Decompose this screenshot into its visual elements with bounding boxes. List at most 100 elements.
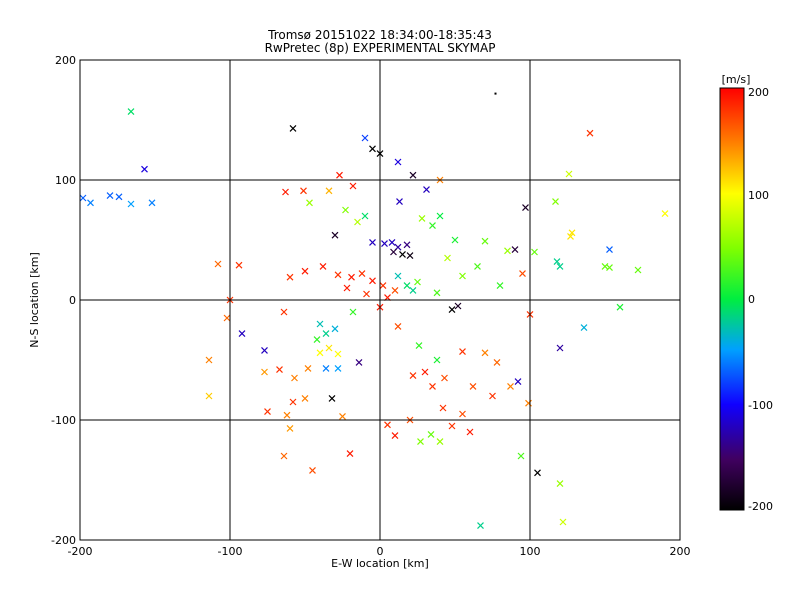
data-point-x <box>429 222 436 230</box>
data-point-x <box>322 330 330 338</box>
data-point-x <box>301 267 309 275</box>
data-point-x <box>289 124 297 132</box>
data-point-x <box>141 165 148 173</box>
data-point-x <box>316 349 324 357</box>
data-point-x <box>489 392 496 400</box>
y-tick-label: -200 <box>51 534 76 547</box>
data-point-x <box>556 344 564 352</box>
data-point-x <box>325 344 333 352</box>
data-point-x <box>580 324 588 332</box>
data-point-x <box>331 231 339 239</box>
data-point-x <box>399 250 406 258</box>
data-point-x <box>517 452 525 460</box>
data-point-x <box>334 364 342 372</box>
data-point-x <box>205 356 213 364</box>
data-point-x <box>319 262 327 270</box>
data-point-dot <box>494 92 497 95</box>
data-point-x <box>556 480 564 488</box>
colorbar-tick-label: 100 <box>748 189 769 202</box>
data-point-x <box>354 218 361 226</box>
data-point-x <box>286 273 294 281</box>
colorbar-ticks: 200 100 0 -100 -200 <box>748 86 773 513</box>
data-point-x <box>448 306 456 314</box>
data-point-x <box>454 302 462 310</box>
data-point-x <box>358 270 366 278</box>
data-point-x <box>606 264 613 272</box>
data-point-x <box>361 134 369 142</box>
data-point-x <box>559 518 567 526</box>
colorbar-tick-label: 0 <box>748 293 755 306</box>
data-point-x <box>522 204 529 212</box>
data-point-x <box>106 192 114 200</box>
data-point-x <box>394 158 402 166</box>
data-point-x <box>433 356 441 364</box>
data-point-x <box>466 428 474 436</box>
x-tick-label: 100 <box>520 545 541 558</box>
data-point-x <box>418 214 426 222</box>
data-point-x <box>391 286 399 294</box>
data-point-x <box>394 322 402 330</box>
data-point-x <box>556 262 564 270</box>
data-point-x <box>390 248 397 256</box>
plot-frame <box>79 59 681 541</box>
data-point-x <box>441 374 448 382</box>
data-point-x <box>421 368 429 376</box>
data-point-x <box>304 364 312 372</box>
data-point-x <box>493 358 501 366</box>
data-point-x <box>349 308 357 316</box>
data-point-x <box>286 424 294 432</box>
data-point-x <box>448 422 456 430</box>
data-point-x <box>477 522 484 530</box>
data-point-x <box>238 330 246 338</box>
data-point-x <box>519 270 526 278</box>
data-point-x <box>616 303 624 311</box>
chart-title: Tromsø 20151022 18:34:00-18:35:43 <box>267 28 492 42</box>
data-point-x <box>339 412 346 420</box>
data-point-x <box>334 271 342 279</box>
data-point-x <box>342 206 349 214</box>
data-point-x <box>531 248 538 256</box>
data-point-x <box>415 342 423 350</box>
data-point-x <box>325 187 333 195</box>
data-point-x <box>409 171 417 179</box>
data-point-x <box>459 410 466 418</box>
data-point-x <box>309 466 316 474</box>
data-point-x <box>525 399 532 407</box>
data-point-x <box>474 262 481 270</box>
data-point-x <box>346 450 354 458</box>
data-point-x <box>403 241 411 249</box>
data-point-x <box>289 398 297 406</box>
data-point-x <box>552 198 559 206</box>
data-point-x <box>214 260 222 268</box>
data-point-x <box>436 438 444 446</box>
data-point-x <box>439 404 447 412</box>
data-point-x <box>414 278 421 286</box>
data-point-x <box>301 394 309 402</box>
data-point-x <box>313 336 321 344</box>
data-point-x <box>261 346 268 354</box>
data-point-x <box>496 282 504 290</box>
data-point-x <box>417 438 424 446</box>
data-point-x <box>280 452 288 460</box>
data-point-x <box>316 320 324 328</box>
data-point-x <box>429 382 436 390</box>
data-point-x <box>264 408 271 416</box>
data-point-x <box>384 421 391 429</box>
y-tick-label: 200 <box>55 54 76 67</box>
data-point-x <box>276 366 283 374</box>
data-point-x <box>406 252 414 260</box>
data-point-x <box>409 372 417 380</box>
x-tick-label: 200 <box>670 545 691 558</box>
data-point-x <box>444 254 451 262</box>
x-tick-label: -200 <box>68 545 93 558</box>
data-point-x <box>87 199 94 207</box>
data-point-x <box>369 238 376 246</box>
data-point-x <box>291 374 298 382</box>
data-point-x <box>391 432 399 440</box>
data-point-x <box>586 129 594 137</box>
data-point-x <box>223 314 231 322</box>
data-point-x <box>127 200 135 208</box>
data-point-x <box>363 290 370 298</box>
y-axis-ticks: -200 -100 0 100 200 <box>51 54 76 547</box>
